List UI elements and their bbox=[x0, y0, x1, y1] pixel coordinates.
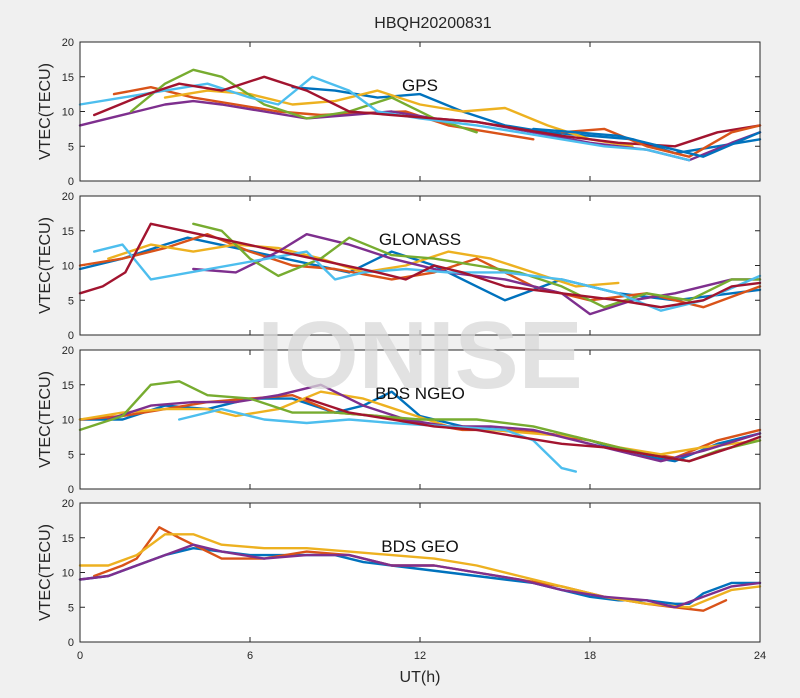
series-line-3 bbox=[78, 533, 762, 609]
axes-box bbox=[79, 41, 761, 182]
y-tick-label: 20 bbox=[62, 191, 74, 203]
subplot-bds-ngeo: 0 5 10 15 20 BDS NGEO VTEC(TECU) bbox=[37, 345, 762, 496]
x-tick-label: 0 bbox=[77, 650, 83, 662]
series-line-6 bbox=[78, 75, 691, 162]
y-axis-label: VTEC(TECU) bbox=[37, 371, 54, 468]
x-tick-label: 12 bbox=[414, 650, 426, 662]
y-axis-label: VTEC(TECU) bbox=[37, 217, 54, 314]
y-tick-label: 10 bbox=[62, 568, 74, 580]
y-tick-label: 20 bbox=[62, 345, 74, 357]
y-axis-label: VTEC(TECU) bbox=[37, 63, 54, 160]
axes-box bbox=[79, 195, 761, 336]
series-line-3 bbox=[163, 89, 634, 148]
y-tick-label: 5 bbox=[68, 449, 74, 461]
axes-box bbox=[79, 349, 761, 490]
x-axis-label: UT(h) bbox=[400, 669, 441, 686]
plot-area bbox=[80, 503, 760, 642]
subplot-glonass: 0 5 10 15 20 GLONASS VTEC(TECU) bbox=[37, 191, 762, 342]
y-tick-label: 5 bbox=[68, 141, 74, 153]
y-tick-label: 15 bbox=[62, 226, 74, 238]
y-tick-label: 10 bbox=[62, 107, 74, 119]
watermark: IONISE bbox=[257, 302, 582, 409]
series-line-9 bbox=[532, 127, 762, 158]
y-tick-label: 0 bbox=[68, 330, 74, 342]
series-line-5 bbox=[129, 68, 478, 134]
y-axis-label: VTEC(TECU) bbox=[37, 524, 54, 621]
x-tick-label: 6 bbox=[247, 650, 253, 662]
axes-box bbox=[79, 502, 761, 643]
figure-title: HBQH20200831 bbox=[374, 15, 492, 32]
y-tick-label: 20 bbox=[62, 37, 74, 49]
series-line-2 bbox=[78, 233, 762, 309]
series-line-8 bbox=[560, 124, 762, 158]
series-line-1 bbox=[78, 547, 762, 605]
subplot-bds-geo: 0 5 10 15 20 0 6 12 18 24 BDS GEO VTEC(TECU) bbox=[37, 498, 766, 662]
y-tick-label: 10 bbox=[62, 261, 74, 273]
y-tick-label: 15 bbox=[62, 533, 74, 545]
panel-annotation-glonass: GLONASS bbox=[379, 230, 461, 249]
series-line-7 bbox=[93, 75, 762, 148]
y-tick-label: 10 bbox=[62, 415, 74, 427]
x-tick-label: 18 bbox=[584, 650, 596, 662]
series-line-4 bbox=[78, 543, 762, 609]
y-tick-label: 5 bbox=[68, 602, 74, 614]
panel-annotation-gps: GPS bbox=[402, 76, 438, 95]
series-line-4 bbox=[107, 383, 762, 463]
series-line-6 bbox=[178, 407, 577, 473]
series-line-7 bbox=[305, 397, 762, 463]
y-tick-label: 20 bbox=[62, 498, 74, 510]
y-tick-label: 0 bbox=[68, 484, 74, 496]
series-line-6 bbox=[93, 243, 762, 312]
subplot-gps: 0 5 10 15 20 GPS VTEC(TECU) bbox=[37, 37, 762, 188]
series-line-5 bbox=[192, 222, 762, 309]
y-tick-label: 0 bbox=[68, 637, 74, 649]
y-tick-label: 0 bbox=[68, 176, 74, 188]
subplots: 0 5 10 15 20 GPS VTEC(TECU) 0 5 10 15 20 GLONASS VTEC… bbox=[37, 37, 766, 662]
y-tick-label: 15 bbox=[62, 380, 74, 392]
x-tick-label: 24 bbox=[754, 650, 766, 662]
series-line-7 bbox=[78, 222, 762, 309]
panel-annotation-bds-geo: BDS GEO bbox=[381, 537, 458, 556]
y-tick-label: 5 bbox=[68, 295, 74, 307]
y-tick-label: 15 bbox=[62, 72, 74, 84]
panel-annotation-bds-ngeo: BDS NGEO bbox=[375, 384, 465, 403]
